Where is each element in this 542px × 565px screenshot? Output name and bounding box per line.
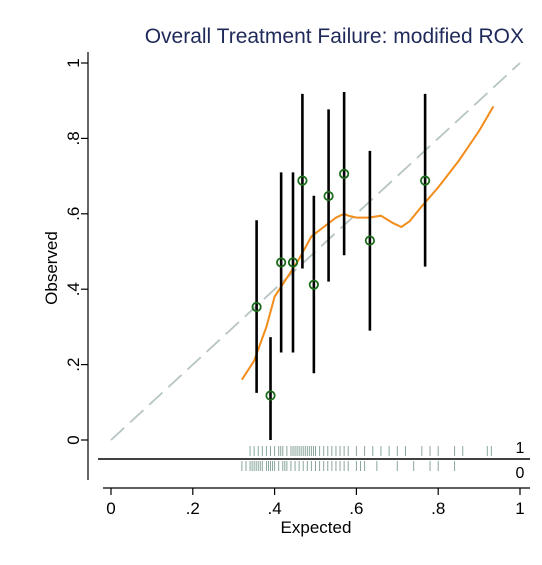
x-tick-label-5: 1 — [515, 499, 524, 518]
data-point-6 — [308, 279, 319, 290]
data-point-4 — [287, 257, 299, 268]
data-point-3 — [276, 257, 287, 268]
reference-line-layer — [110, 62, 521, 441]
data-point-5 — [297, 175, 308, 186]
x-tick-label-2: .4 — [268, 499, 282, 518]
point-layer — [251, 168, 431, 401]
x-tick-label-3: .6 — [349, 499, 363, 518]
x-tick-label-0: 0 — [106, 499, 115, 518]
y-tick-label-3: .6 — [64, 207, 83, 221]
y-tick-label-5: 1 — [64, 58, 83, 67]
x-tick-label-1: .2 — [186, 499, 200, 518]
y-tick-label-2: .4 — [64, 282, 83, 296]
y-axis-label: Observed — [42, 231, 61, 305]
data-point-8 — [339, 168, 350, 179]
y-tick-label-4: .8 — [64, 131, 83, 145]
y-tick-label-0: 0 — [64, 435, 83, 444]
x-axis-label: Expected — [281, 518, 352, 537]
axes-layer: 0.2.4.6.810.2.4.6.8 1 — [64, 52, 530, 518]
rug-layer: 10 — [98, 440, 530, 482]
chart-title: Overall Treatment Failure: modified ROX — [145, 25, 524, 48]
x-tick-label-4: .8 — [431, 499, 445, 518]
data-point-1 — [251, 301, 262, 313]
rug-label-0: 0 — [516, 465, 525, 482]
data-point-10 — [420, 175, 431, 186]
data-point-9 — [364, 235, 375, 246]
data-point-2 — [265, 390, 276, 401]
y-tick-label-1: .2 — [64, 358, 83, 372]
data-point-7 — [323, 190, 334, 202]
error-bar-layer — [255, 92, 427, 440]
rug-label-1: 1 — [516, 440, 525, 457]
reference-line — [110, 62, 521, 441]
